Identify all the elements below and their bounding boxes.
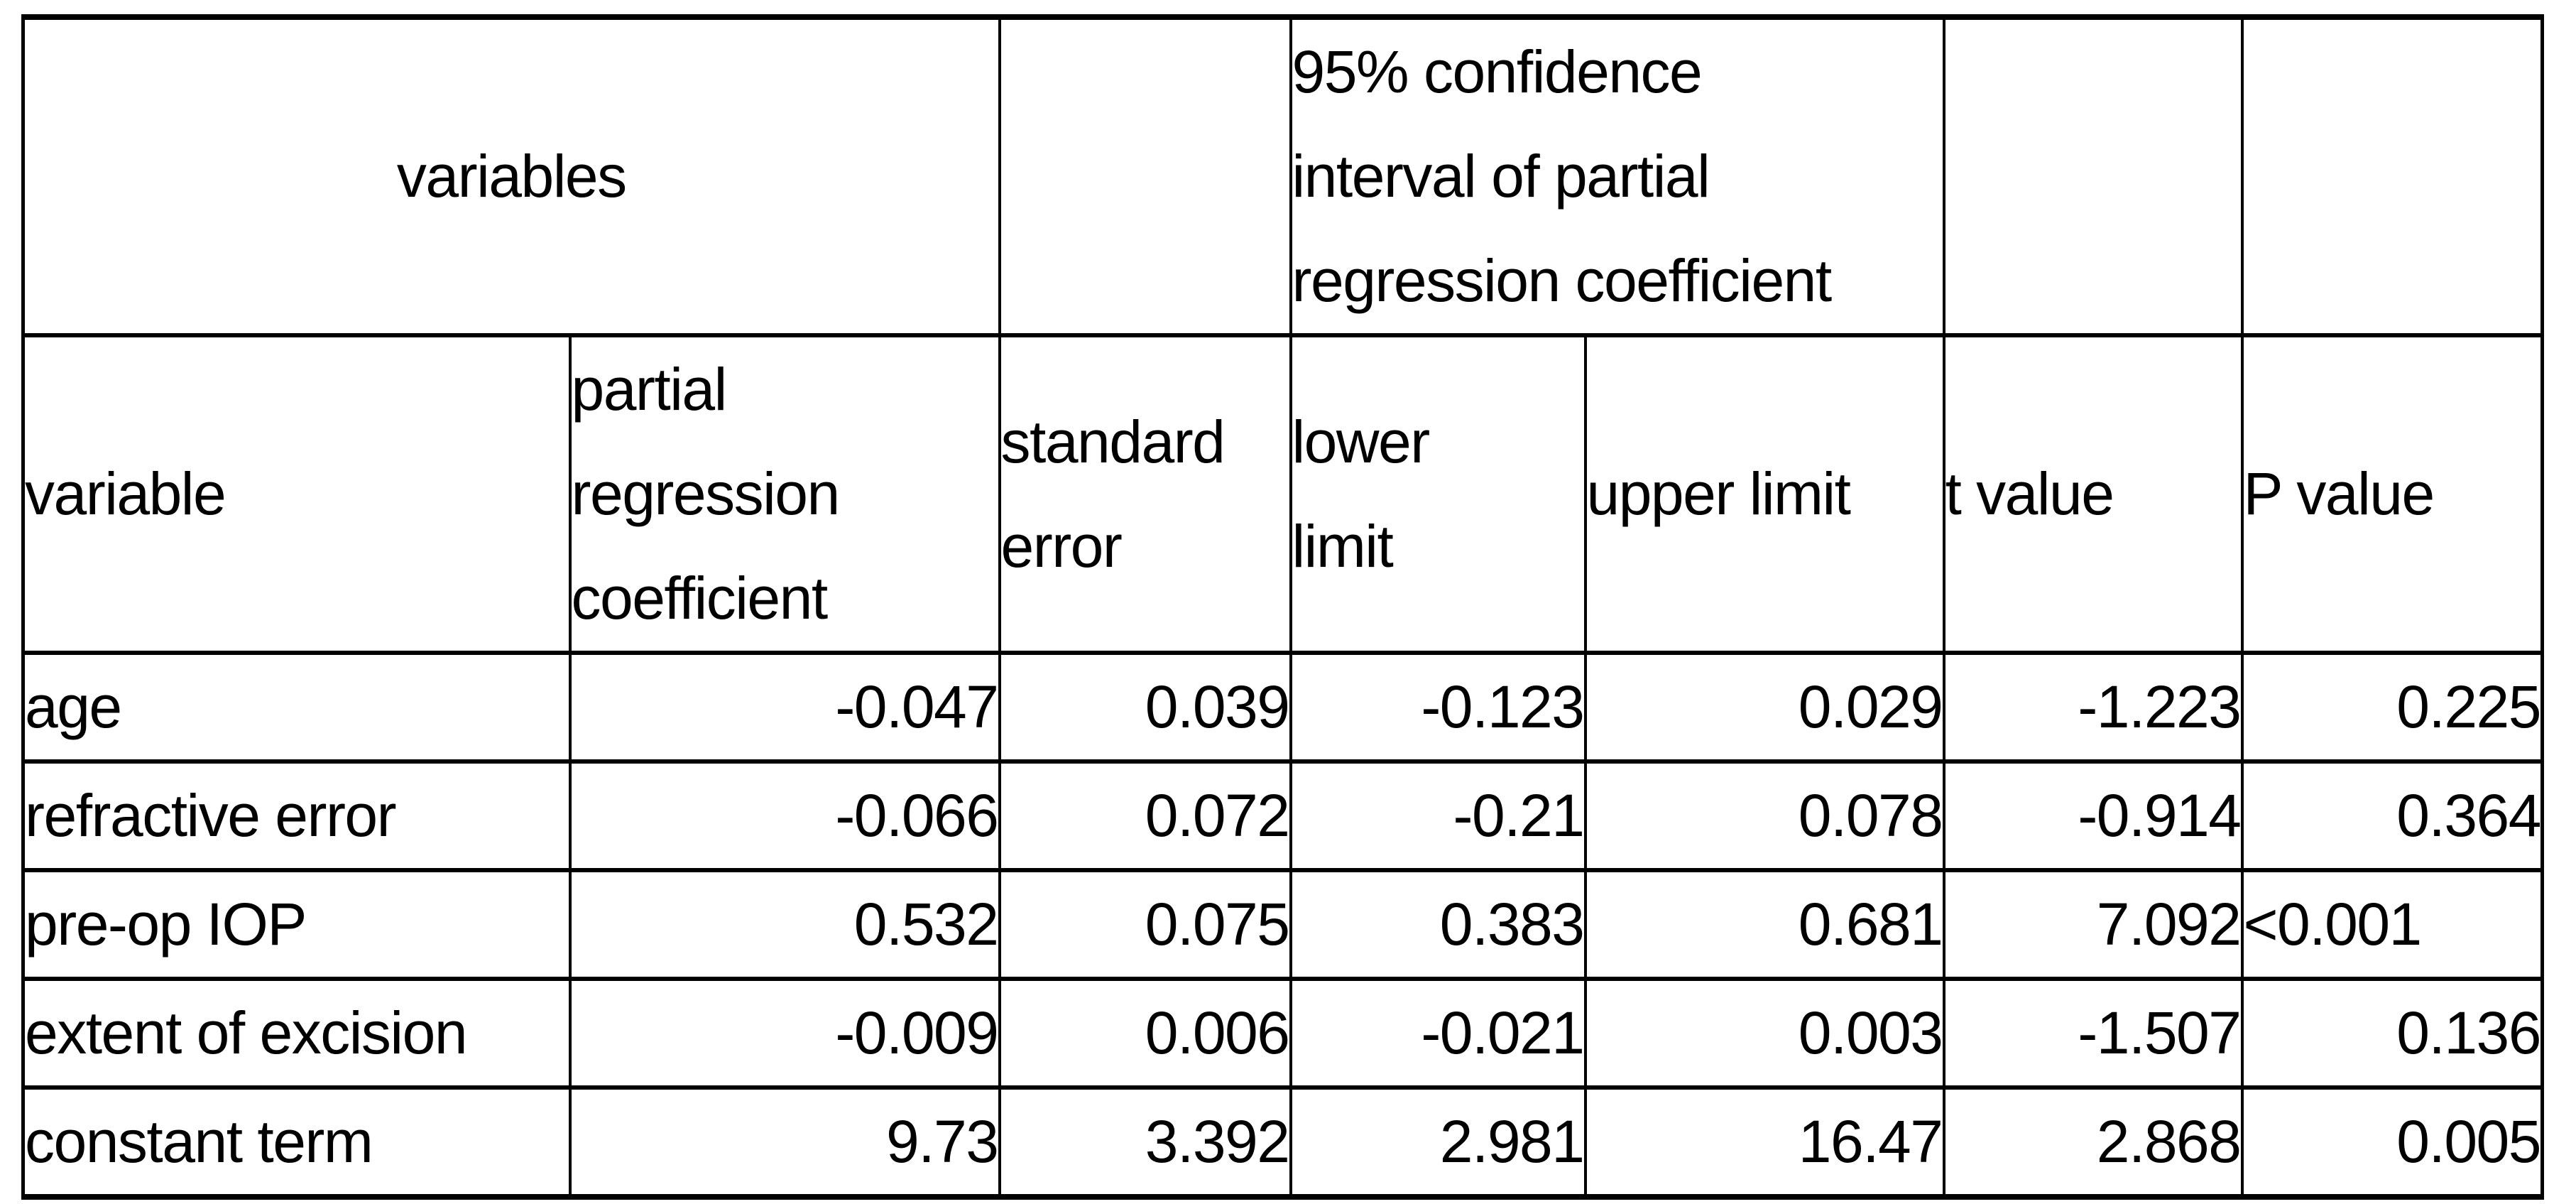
- cell-lower-limit: -0.021: [1289, 977, 1587, 1090]
- header-spacer-standard-error: [998, 15, 1292, 337]
- cell-standard-error: 0.075: [998, 868, 1292, 981]
- cell-variable: constant term: [21, 1085, 572, 1199]
- cell-t-value: -1.223: [1942, 651, 2244, 764]
- cell-coefficient: -0.047: [568, 651, 1001, 764]
- table-row-extent-of-excision: extent of excision -0.009 0.006 -0.021 0…: [21, 977, 2544, 1090]
- table-row-age: age -0.047 0.039 -0.123 0.029 -1.223 0.2…: [21, 651, 2544, 764]
- cell-standard-error: 0.039: [998, 651, 1292, 764]
- column-header-p-value: P value: [2240, 333, 2544, 655]
- cell-standard-error: 0.006: [998, 977, 1292, 1090]
- header-spacer-t-value: [1942, 15, 2244, 337]
- cell-coefficient: -0.009: [568, 977, 1001, 1090]
- column-header-variable: variable: [21, 333, 572, 655]
- cell-upper-limit: 16.47: [1583, 1085, 1945, 1199]
- cell-variable: pre-op IOP: [21, 868, 572, 981]
- cell-coefficient: 9.73: [568, 1085, 1001, 1199]
- cell-lower-limit: -0.21: [1289, 759, 1587, 872]
- header-spacer-p-value: [2240, 15, 2544, 337]
- column-header-lower-limit: lower limit: [1289, 333, 1587, 655]
- regression-results-table: variables 95% confidence interval of par…: [21, 14, 2544, 1200]
- cell-coefficient: 0.532: [568, 868, 1001, 981]
- header-variables-group: variables: [21, 15, 1001, 337]
- column-header-upper-limit: upper limit: [1583, 333, 1945, 655]
- cell-p-value: 0.225: [2240, 651, 2544, 764]
- table-row-constant-term: constant term 9.73 3.392 2.981 16.47 2.8…: [21, 1085, 2544, 1199]
- cell-p-value: 0.364: [2240, 759, 2544, 872]
- cell-variable: refractive error: [21, 759, 572, 872]
- cell-variable: age: [21, 651, 572, 764]
- cell-upper-limit: 0.003: [1583, 977, 1945, 1090]
- cell-upper-limit: 0.078: [1583, 759, 1945, 872]
- cell-p-value: 0.005: [2240, 1085, 2544, 1199]
- cell-lower-limit: 0.383: [1289, 868, 1587, 981]
- column-header-standard-error: standard error: [998, 333, 1292, 655]
- cell-standard-error: 0.072: [998, 759, 1292, 872]
- table-row-pre-op-iop: pre-op IOP 0.532 0.075 0.383 0.681 7.092…: [21, 868, 2544, 981]
- header-row-columns: variable partial regression coefficient …: [21, 333, 2544, 655]
- cell-upper-limit: 0.029: [1583, 651, 1945, 764]
- header-row-group: variables 95% confidence interval of par…: [21, 15, 2544, 337]
- cell-lower-limit: -0.123: [1289, 651, 1587, 764]
- cell-standard-error: 3.392: [998, 1085, 1292, 1199]
- cell-upper-limit: 0.681: [1583, 868, 1945, 981]
- header-ci-group: 95% confidence interval of partial regre…: [1289, 15, 1945, 337]
- cell-lower-limit: 2.981: [1289, 1085, 1587, 1199]
- cell-p-value: 0.136: [2240, 977, 2544, 1090]
- column-header-t-value: t value: [1942, 333, 2244, 655]
- cell-t-value: -0.914: [1942, 759, 2244, 872]
- table-row-refractive-error: refractive error -0.066 0.072 -0.21 0.07…: [21, 759, 2544, 872]
- cell-variable: extent of excision: [21, 977, 572, 1090]
- cell-t-value: 2.868: [1942, 1085, 2244, 1199]
- cell-t-value: 7.092: [1942, 868, 2244, 981]
- cell-coefficient: -0.066: [568, 759, 1001, 872]
- cell-p-value: <0.001: [2240, 868, 2544, 981]
- column-header-partial-regression-coefficient: partial regression coefficient: [568, 333, 1001, 655]
- cell-t-value: -1.507: [1942, 977, 2244, 1090]
